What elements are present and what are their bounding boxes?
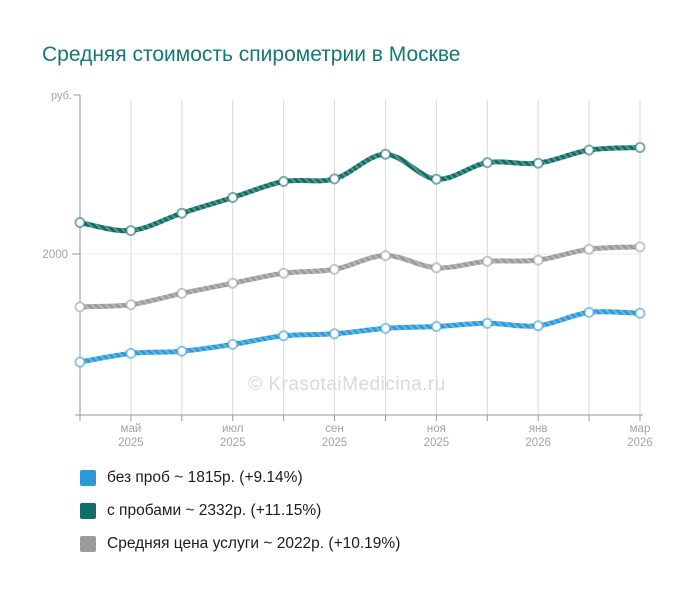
data-point (583, 144, 595, 156)
x-tick-label-year: 2025 (220, 437, 246, 449)
legend-label: Средняя цена услуги ~ 2022р. (+10.19%) (107, 535, 401, 552)
data-point (74, 217, 86, 228)
data-point (176, 345, 188, 357)
data-point (481, 157, 493, 169)
data-point (532, 254, 544, 266)
data-point (74, 356, 86, 368)
data-point (380, 148, 391, 160)
legend-item-без проб: без проб ~ 1815р. (+9.14%) (80, 469, 400, 486)
data-point (125, 225, 137, 237)
series-line-hatch (77, 309, 643, 365)
data-point (430, 321, 442, 332)
y-unit-label: руб. (51, 90, 72, 102)
line-chart-plot: 2000 руб. май 2025 июл 2025 сен 2025 ноя 2025 янв 2… (42, 90, 653, 449)
data-point (329, 263, 340, 275)
legend-swatch (80, 470, 96, 486)
data-point (329, 173, 340, 185)
x-tick-label-month: сен (325, 423, 344, 435)
x-tick-label-year: 2025 (424, 437, 450, 449)
data-point (278, 176, 290, 187)
legend-swatch (80, 503, 96, 519)
series-points-без проб (74, 306, 646, 368)
series-points-Средняя цена услуги (74, 241, 646, 313)
data-point (481, 255, 493, 267)
series-line-hatch (77, 244, 643, 310)
x-tick-label-year: 2025 (118, 437, 144, 449)
legend-label: с пробами ~ 2332р. (+11.15%) (107, 502, 322, 519)
data-point (481, 317, 493, 329)
data-point (227, 338, 239, 350)
x-tick-label-month: янв (529, 423, 548, 435)
data-point (532, 157, 544, 169)
legend-swatch (80, 536, 96, 552)
x-tick-label-month: июл (222, 423, 244, 435)
data-point (74, 301, 86, 313)
y-tick-label: 2000 (42, 249, 68, 261)
data-point (380, 250, 391, 262)
data-point (176, 287, 188, 299)
data-point (634, 142, 646, 153)
data-point (227, 192, 239, 203)
data-point (278, 267, 290, 279)
data-point (583, 243, 595, 255)
data-point (532, 320, 544, 332)
data-point (125, 347, 137, 359)
data-point (430, 262, 442, 274)
data-point (278, 330, 290, 342)
series-line-hatch (77, 145, 643, 234)
chart-legend: без проб ~ 1815р. (+9.14%) с пробами ~ 23… (80, 469, 401, 552)
series-points-с пробами (74, 142, 646, 237)
legend-item-Средняя цена услуги: Средняя цена услуги ~ 2022р. (+10.19%) (80, 535, 401, 552)
x-tick-label-year: 2026 (627, 437, 653, 449)
data-point (329, 328, 340, 340)
x-tick-label-year: 2026 (525, 437, 551, 449)
data-point (430, 173, 442, 185)
data-point (380, 322, 391, 334)
watermark-text: © KrasotaiMedicina.ru (248, 374, 446, 395)
data-point (634, 241, 646, 253)
x-tick-label-month: ноя (427, 423, 446, 435)
chart-title: Средняя стоимость спирометрии в Москве (42, 43, 461, 66)
data-point (227, 277, 239, 289)
x-tick-label-month: май (121, 423, 142, 435)
data-point (125, 299, 137, 311)
legend-label: без проб ~ 1815р. (+9.14%) (107, 469, 303, 486)
x-tick-label-month: мар (630, 423, 651, 435)
data-point (634, 307, 646, 319)
data-point (176, 207, 188, 219)
legend-item-с пробами: с пробами ~ 2332р. (+11.15%) (80, 502, 400, 519)
data-point (583, 306, 595, 318)
x-tick-label-year: 2025 (322, 437, 348, 449)
